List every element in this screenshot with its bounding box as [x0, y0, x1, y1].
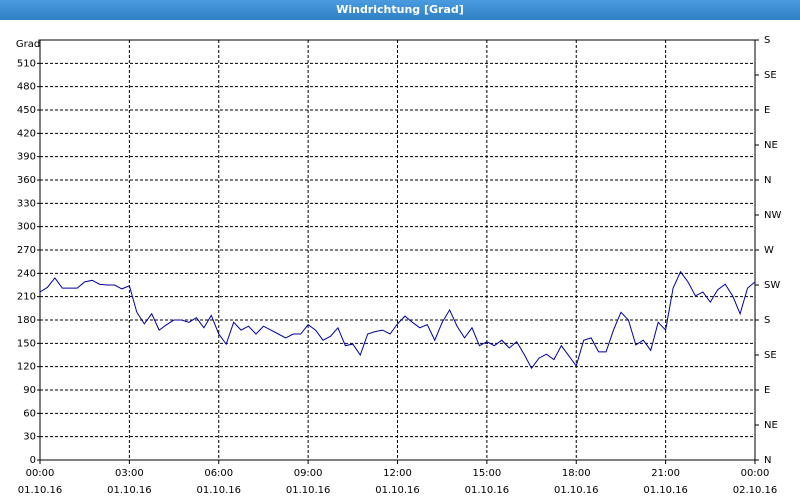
y2-tick-label: E — [764, 105, 770, 116]
y2-tick-label: SW — [764, 280, 780, 291]
y-tick-label: 360 — [17, 175, 36, 186]
x-tick-label: 21:00 — [651, 468, 680, 479]
y-tick-label: 0 — [30, 455, 36, 466]
x-tick-date: 01.10.16 — [554, 485, 599, 496]
y2-tick-label: E — [764, 385, 770, 396]
x-tick-date: 01.10.16 — [465, 485, 510, 496]
y2-tick-label: SE — [764, 70, 777, 81]
window-title: Windrichtung [Grad] — [0, 0, 800, 20]
x-tick-label: 12:00 — [383, 468, 412, 479]
x-tick-label: 00:00 — [741, 468, 770, 479]
chart: Grad 0 30 60 90 120 150 180 210 240 270 300 330 360 3… — [16, 35, 782, 496]
y-tick-label: 30 — [23, 432, 36, 443]
x-tick-label: 18:00 — [562, 468, 591, 479]
y2-tick-label: N — [764, 175, 771, 186]
y-tick-label: 480 — [17, 82, 36, 93]
x-tick-label: 00:00 — [26, 468, 55, 479]
y2-tick-label: SE — [764, 350, 777, 361]
y2-tick-label: NE — [764, 420, 778, 431]
y-tick-label: 300 — [17, 222, 36, 233]
x-tick-date: 01.10.16 — [643, 485, 688, 496]
y-tick-label: 90 — [23, 385, 36, 396]
y2-tick-label: NW — [764, 210, 781, 221]
x-tick-label: 15:00 — [472, 468, 501, 479]
y2-tick-label: W — [764, 245, 774, 256]
x-tick-date: 01.10.16 — [286, 485, 331, 496]
y-tick-label: 450 — [17, 105, 36, 116]
y-tick-label: 60 — [23, 408, 36, 419]
data-line — [39, 270, 756, 370]
x-tick-date: 01.10.16 — [107, 485, 152, 496]
x-tick-label: 03:00 — [115, 468, 144, 479]
y2-tick-label: S — [764, 315, 770, 326]
x-tick-date: 02.10.16 — [733, 485, 778, 496]
y2-tick-label: S — [764, 35, 770, 46]
x-tick-label: 06:00 — [204, 468, 233, 479]
y-tick-label: 180 — [17, 315, 36, 326]
y-tick-label: 210 — [17, 292, 36, 303]
y2-tick-label: NE — [764, 140, 778, 151]
y-tick-label: 270 — [17, 245, 36, 256]
y-tick-label: 120 — [17, 362, 36, 373]
x-tick-label: 09:00 — [294, 468, 323, 479]
y-tick-label: 390 — [17, 152, 36, 163]
y-tick-label: 240 — [17, 268, 36, 279]
y2-tick-label: N — [764, 455, 771, 466]
x-tick-date: 01.10.16 — [375, 485, 420, 496]
y-tick-label: 510 — [17, 58, 36, 69]
x-tick-date: 01.10.16 — [196, 485, 241, 496]
y-axis-label: Grad — [16, 39, 40, 50]
y-tick-label: 150 — [17, 338, 36, 349]
y-tick-label: 420 — [17, 128, 36, 139]
y-tick-label: 330 — [17, 198, 36, 209]
x-tick-date: 01.10.16 — [18, 485, 63, 496]
